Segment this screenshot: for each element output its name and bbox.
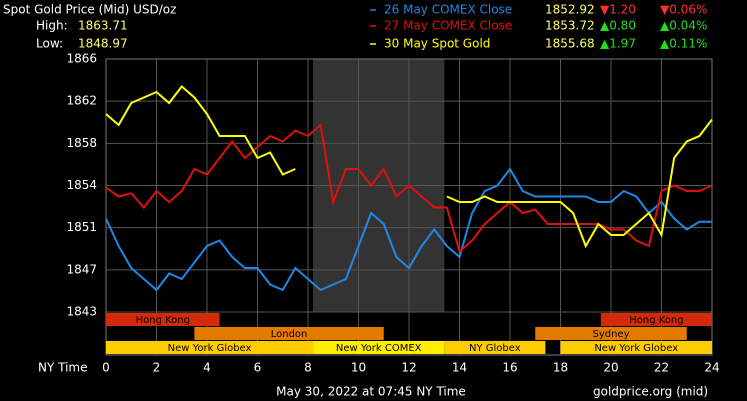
x-tick-label: 6 xyxy=(254,361,262,375)
high-value: 1863.71 xyxy=(78,19,128,33)
legend-close: 1852.92 xyxy=(545,3,595,17)
session-bar xyxy=(194,327,384,340)
legend-change-pct: ▲0.11% xyxy=(660,37,707,51)
session-label: New York COMEX xyxy=(336,343,422,354)
legend-change: ▲1.97 xyxy=(600,37,636,51)
x-tick-label: 18 xyxy=(553,361,568,375)
legend-name: 26 May COMEX Close xyxy=(384,3,512,17)
x-tick-label: 14 xyxy=(452,361,467,375)
session-label: New York Globex xyxy=(168,343,252,354)
y-tick-label: 1858 xyxy=(66,136,97,150)
high-label: High: xyxy=(36,19,68,33)
chart-title: Spot Gold Price (Mid) USD/oz xyxy=(3,3,176,17)
x-tick-label: 0 xyxy=(102,361,110,375)
y-tick-label: 1862 xyxy=(66,94,97,108)
legend-change-pct: ▼0.06% xyxy=(660,3,707,17)
x-tick-label: 12 xyxy=(401,361,416,375)
x-tick-label: 10 xyxy=(351,361,366,375)
source: goldprice.org (mid) xyxy=(593,385,708,399)
legend-close: 1853.72 xyxy=(545,19,595,33)
session-bar xyxy=(106,313,220,326)
session-label: NY Globex xyxy=(469,343,521,354)
session-bar xyxy=(535,327,687,340)
session-bar xyxy=(444,341,546,354)
session-bar xyxy=(560,341,712,354)
x-tick-label: 8 xyxy=(304,361,312,375)
session-bar xyxy=(106,341,314,354)
legend-change: ▼1.20 xyxy=(600,3,636,17)
session-label: Hong Kong xyxy=(629,315,683,326)
y-tick-label: 1866 xyxy=(66,52,97,66)
x-axis-label: NY Time xyxy=(38,361,88,375)
y-tick-label: 1854 xyxy=(66,178,97,192)
y-tick-label: 1851 xyxy=(66,220,97,234)
plot-border xyxy=(105,58,713,356)
y-tick-label: 1847 xyxy=(66,262,97,276)
price-line xyxy=(105,123,713,254)
low-label: Low: xyxy=(36,37,63,51)
legend-close: 1855.68 xyxy=(545,37,595,51)
low-value: 1848.97 xyxy=(78,37,128,51)
price-line xyxy=(105,167,712,292)
legend-name: 30 May Spot Gold xyxy=(384,37,490,51)
x-tick-label: 4 xyxy=(203,361,211,375)
legend-change-pct: ▲0.04% xyxy=(660,19,707,33)
session-bar xyxy=(313,341,445,354)
session-label: Sydney xyxy=(592,329,629,340)
footer: May 30, 2022 at 07:45 NY Time xyxy=(276,385,466,399)
session-bar xyxy=(600,313,712,326)
session-label: Hong Kong xyxy=(136,315,190,326)
x-tick-label: 20 xyxy=(603,361,618,375)
session-label: New York Globex xyxy=(594,343,678,354)
legend-change: ▲0.80 xyxy=(600,19,636,33)
x-tick-label: 16 xyxy=(502,361,517,375)
x-tick-label: 24 xyxy=(704,361,719,375)
legend-name: 27 May COMEX Close xyxy=(384,19,512,33)
y-tick-label: 1843 xyxy=(66,305,97,319)
price-line xyxy=(105,85,713,249)
x-tick-label: 2 xyxy=(153,361,161,375)
session-label: London xyxy=(271,329,308,340)
x-tick-label: 22 xyxy=(654,361,669,375)
